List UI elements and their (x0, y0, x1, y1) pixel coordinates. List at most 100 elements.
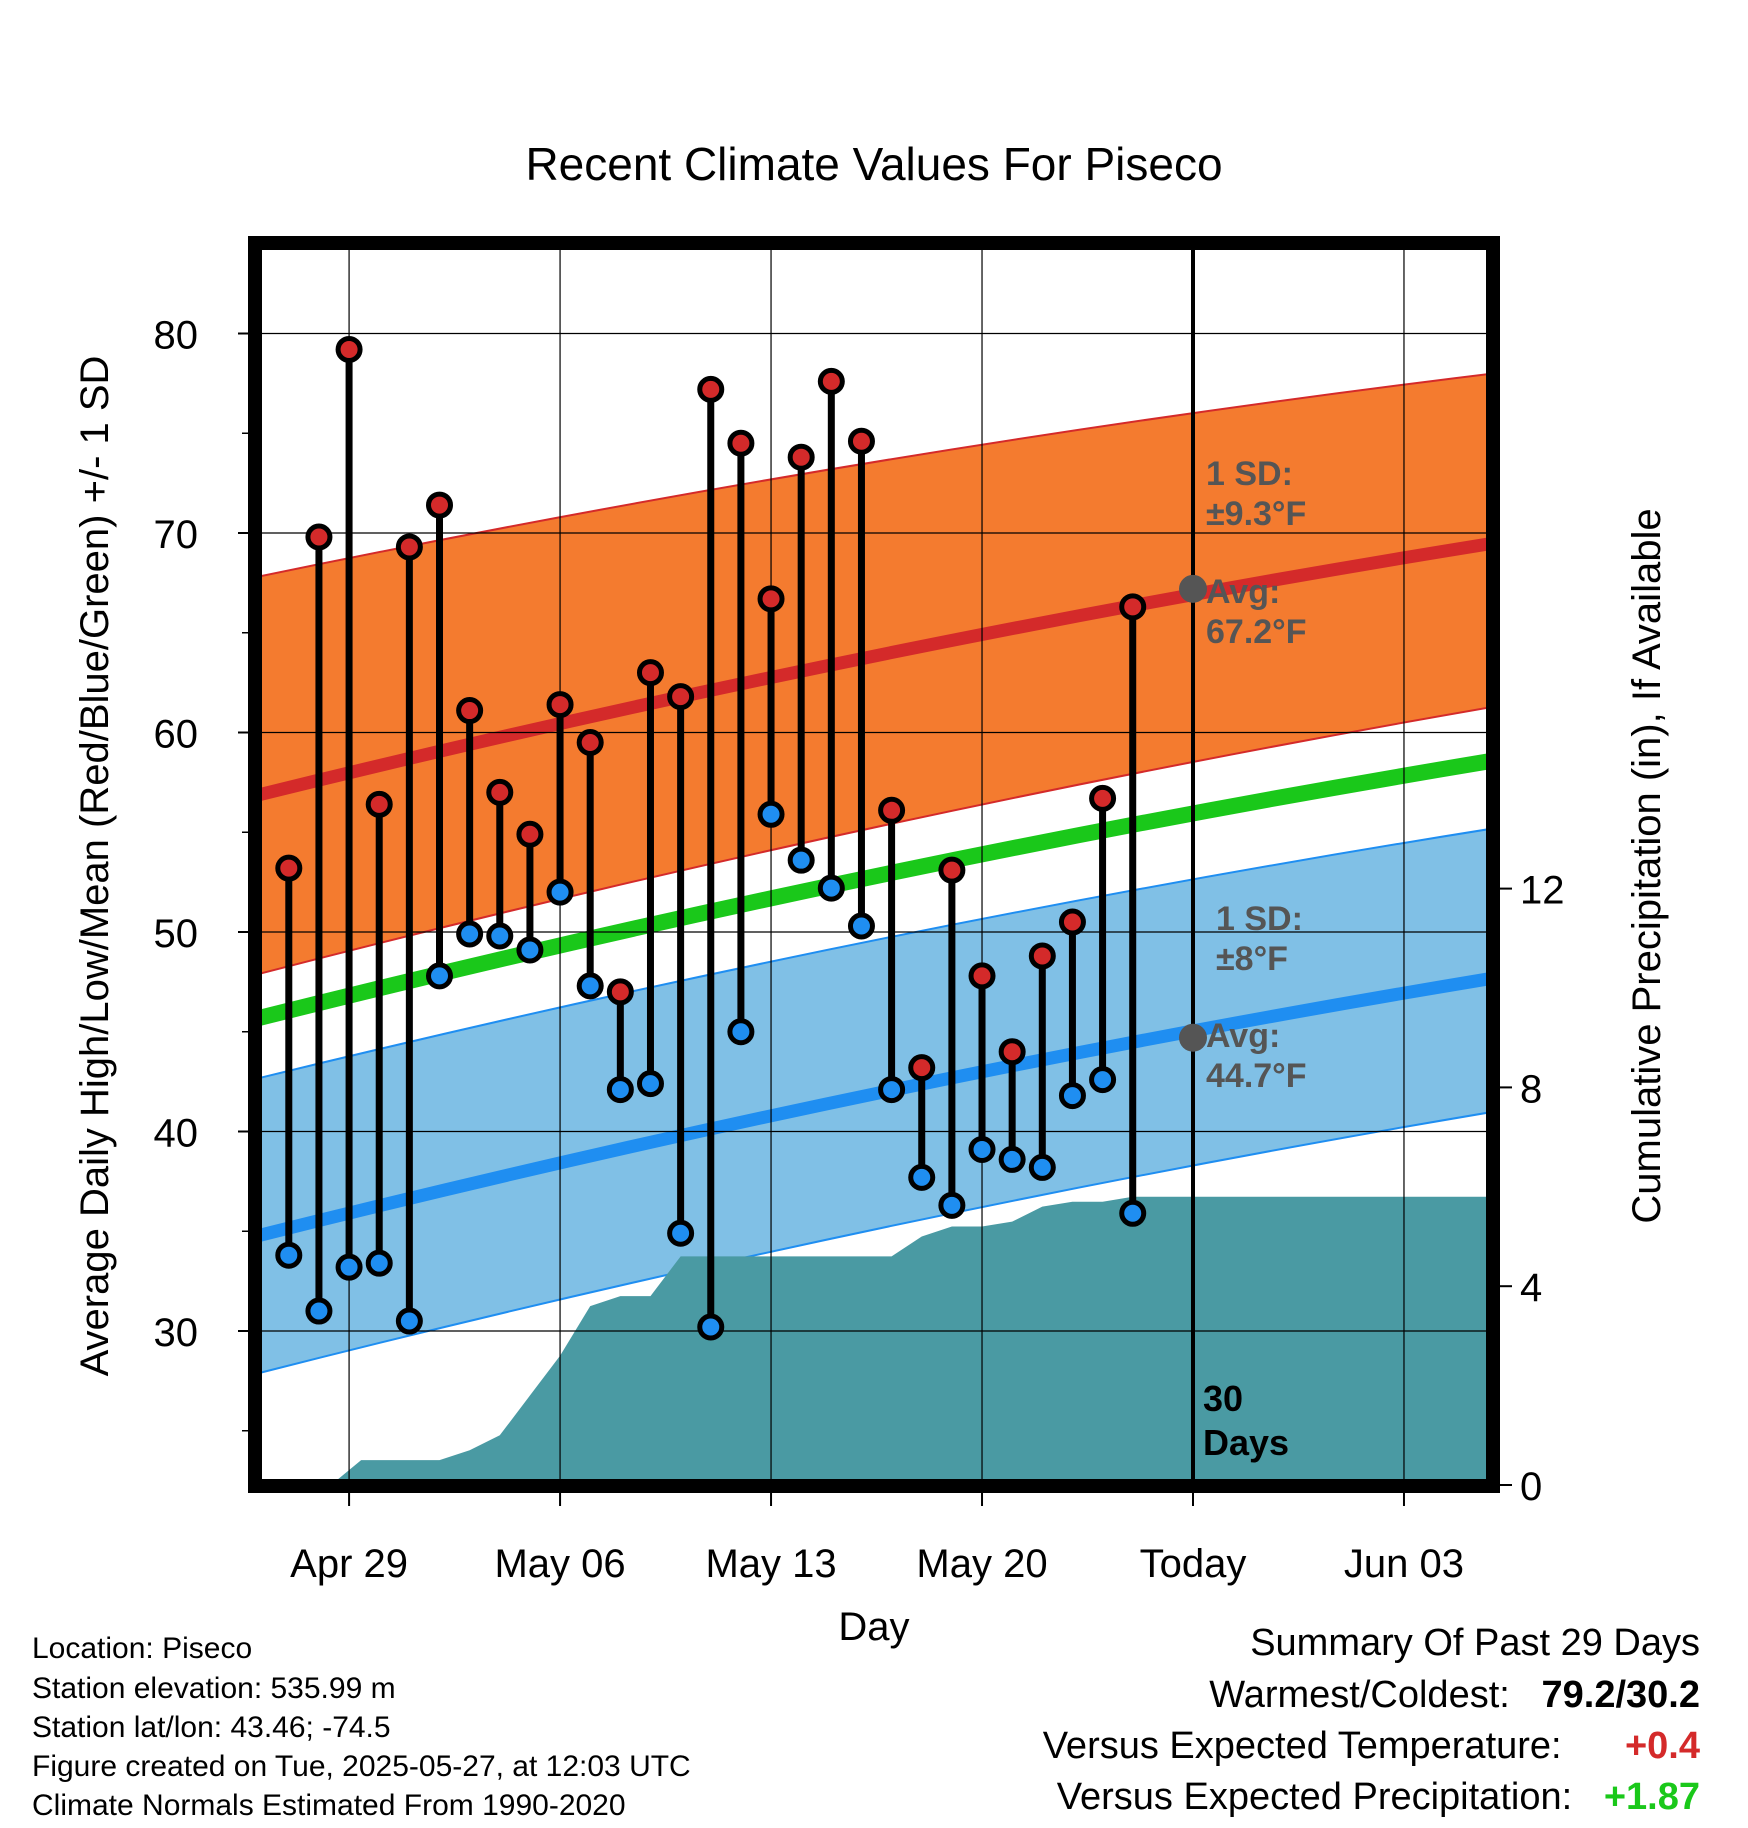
daily-high-point (697, 375, 725, 403)
daily-high-point (787, 443, 815, 471)
today-low-avg-point (1179, 1023, 1207, 1052)
daily-high-point (1028, 942, 1056, 970)
annotation-high-sd: ±9.3°F (1206, 495, 1306, 533)
daily-high-point (1089, 784, 1117, 812)
high-sd-band (262, 373, 1487, 975)
footer-elevation: Station elevation: 535.99 m (32, 1672, 396, 1705)
daily-low-point (667, 1219, 695, 1247)
precip-area (262, 1196, 1487, 1479)
daily-high-point (576, 728, 604, 756)
daily-low-point (878, 1076, 906, 1104)
daily-high-point (486, 778, 514, 806)
x-tick-label: May 13 (705, 1542, 836, 1586)
daily-high-point (727, 429, 755, 457)
daily-high-point (817, 367, 845, 395)
daily-low-point (1028, 1153, 1056, 1181)
chart-title: Recent Climate Values For Piseco (525, 138, 1222, 190)
x-axis-label: Day (838, 1605, 909, 1649)
y-axis-label: Average Daily High/Low/Mean (Red/Blue/Gr… (73, 356, 117, 1377)
daily-low-point (817, 874, 845, 902)
daily-low-point (456, 920, 484, 948)
x-tick-label: Today (1140, 1542, 1247, 1586)
y-tick-label: 70 (154, 513, 199, 557)
daily-low-point (727, 1018, 755, 1046)
daily-high-point (365, 790, 393, 818)
annotation-low-sd: ±8°F (1216, 940, 1288, 978)
daily-high-point (938, 856, 966, 884)
daily-low-point (697, 1313, 725, 1341)
daily-low-point (546, 878, 574, 906)
daily-high-point (606, 978, 634, 1006)
daily-low-point (1089, 1066, 1117, 1094)
summary-precip-row: Versus Expected Precipitation: +1.87 (1057, 1776, 1700, 1819)
annotation-low-sd: 1 SD: (1216, 900, 1303, 938)
today-days-label: Days (1203, 1422, 1289, 1463)
x-tick-label: May 06 (494, 1542, 625, 1586)
daily-low-point (516, 936, 544, 964)
annotation-high-avg: 67.2°F (1206, 613, 1307, 651)
x-tick-label: Apr 29 (290, 1542, 408, 1586)
annotation-low-avg: Avg: (1206, 1017, 1280, 1055)
daily-high-point (335, 335, 363, 363)
daily-low-point (757, 800, 785, 828)
y2-tick-label: 8 (1520, 1067, 1542, 1111)
daily-high-point (1119, 593, 1147, 621)
summary-temp-value: +0.4 (1624, 1725, 1700, 1767)
plot-frame (248, 236, 1500, 1493)
daily-high-point (998, 1038, 1026, 1066)
today-high-avg-point (1179, 574, 1207, 603)
daily-high-point (275, 854, 303, 882)
daily-low-point (275, 1241, 303, 1269)
daily-low-point (1058, 1082, 1086, 1110)
daily-low-point (908, 1163, 936, 1191)
y2-tick-label: 4 (1520, 1266, 1542, 1310)
daily-high-point (395, 533, 423, 561)
x-tick-label: Jun 03 (1344, 1542, 1464, 1586)
daily-low-point (968, 1135, 996, 1163)
daily-high-point (636, 659, 664, 687)
daily-low-point (486, 922, 514, 950)
daily-low-point (787, 846, 815, 874)
footer-location: Location: Piseco (32, 1632, 253, 1665)
summary-precip-value: +1.87 (1603, 1776, 1700, 1818)
daily-low-point (335, 1253, 363, 1281)
daily-low-point (606, 1076, 634, 1104)
footer-normals: Climate Normals Estimated From 1990-2020 (32, 1789, 626, 1822)
footer-created: Figure created on Tue, 2025-05-27, at 12… (32, 1750, 691, 1783)
y-tick-label: 60 (154, 713, 199, 757)
summary-warmest-label: Warmest/Coldest: (1209, 1674, 1510, 1716)
daily-low-point (998, 1145, 1026, 1173)
daily-low-point (395, 1307, 423, 1335)
daily-low-point (365, 1249, 393, 1277)
daily-high-point (667, 683, 695, 711)
summary-warmest-row: Warmest/Coldest: 79.2/30.2 (1209, 1674, 1700, 1717)
footer-latlon: Station lat/lon: 43.46; -74.5 (32, 1711, 391, 1744)
daily-high-point (426, 491, 453, 519)
daily-high-point (847, 427, 875, 455)
y-tick-label: 30 (154, 1311, 199, 1355)
daily-high-point (908, 1054, 936, 1082)
y-tick-label: 40 (154, 1112, 199, 1156)
daily-high-point (878, 796, 906, 824)
annotation-high-sd: 1 SD: (1206, 455, 1293, 493)
daily-low-point (576, 972, 604, 1000)
annotation-low-avg: 44.7°F (1206, 1057, 1307, 1095)
daily-high-point (456, 697, 484, 725)
daily-high-point (968, 962, 996, 990)
annotation-high-avg: Avg: (1206, 573, 1280, 611)
today-days-label: 30 (1203, 1378, 1243, 1419)
y2-tick-label: 0 (1520, 1465, 1542, 1509)
daily-high-point (1058, 908, 1086, 936)
daily-low-point (938, 1191, 966, 1219)
summary-title: Summary Of Past 29 Days (1250, 1622, 1700, 1664)
summary-temp-label: Versus Expected Temperature: (1042, 1725, 1562, 1767)
daily-high-point (516, 820, 544, 848)
y-tick-label: 50 (154, 912, 199, 956)
daily-high-point (546, 691, 574, 719)
summary-precip-label: Versus Expected Precipitation: (1056, 1776, 1573, 1818)
y-tick-label: 80 (154, 314, 199, 358)
avg-low-line (262, 972, 1487, 1242)
y2-tick-label: 12 (1520, 869, 1565, 913)
daily-low-point (636, 1070, 664, 1098)
